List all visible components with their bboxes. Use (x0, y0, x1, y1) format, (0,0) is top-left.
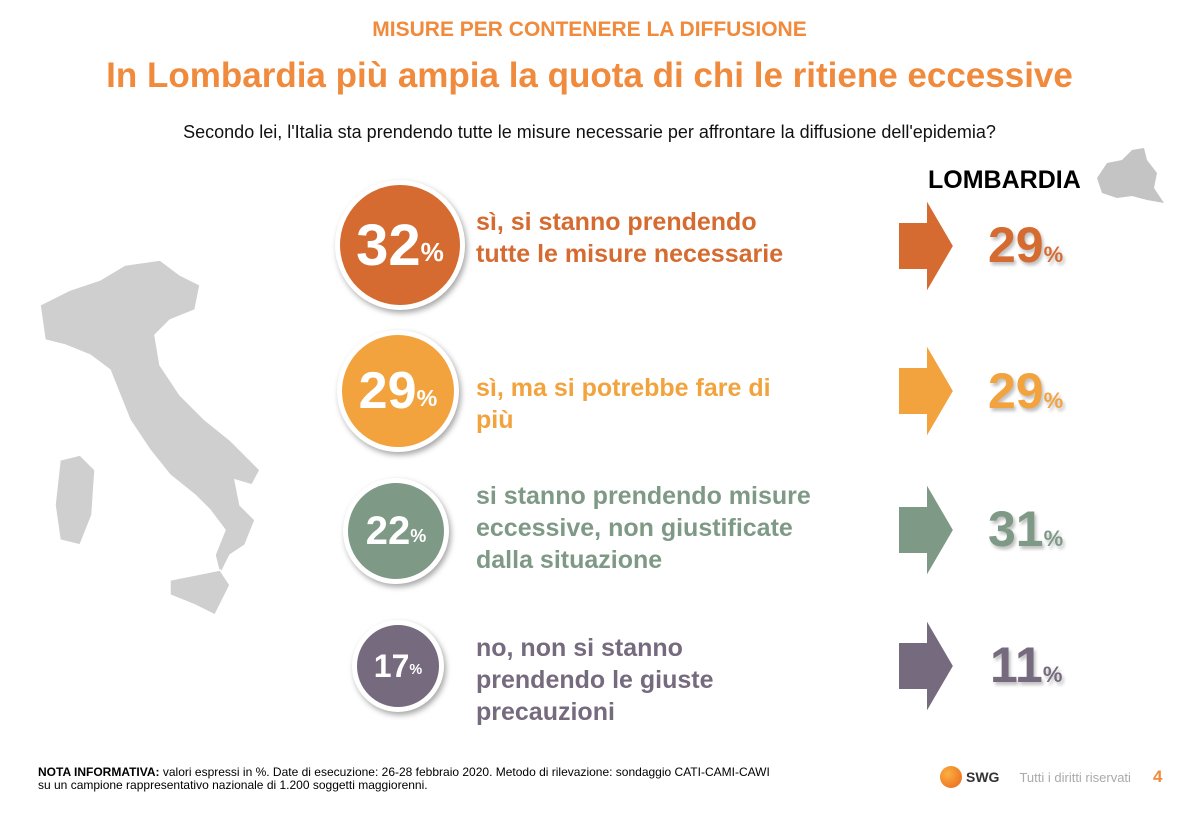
italia-value: 29 (358, 362, 417, 420)
text: eccessive, non giustificate (476, 514, 793, 542)
answer-label: si stanno prendendo misure eccessive, non… (476, 480, 811, 576)
lombardia-value: 29% (988, 362, 1063, 420)
page-number: 4 (1152, 767, 1163, 786)
text: più (476, 406, 514, 434)
text: 11 (990, 637, 1043, 693)
text: si stanno prendendo misure (476, 482, 811, 510)
text: % (1043, 242, 1064, 267)
lombardia-value: 11% (990, 636, 1062, 694)
lombardia-map (1097, 148, 1164, 203)
text: % (410, 525, 427, 546)
text: dalla situazione (476, 546, 663, 574)
answer-label: sì, ma si potrebbe fare di più (476, 372, 771, 436)
text: sì, si stanno prendendo (476, 208, 757, 236)
text: 29 (988, 363, 1044, 419)
pct-sign: % (420, 237, 444, 268)
text: su un campione rappresentativo nazionale… (38, 778, 428, 792)
text: no, non si stanno (476, 634, 683, 662)
text: % (1043, 526, 1064, 551)
kicker: MISURE PER CONTENERE LA DIFFUSIONE (372, 18, 807, 41)
italia-value-circle: 32% (335, 180, 465, 310)
lombardia-title: LOMBARDIA (928, 166, 1081, 194)
rights: Tutti i diritti riservati (1019, 769, 1131, 785)
italia-value: 17 (373, 647, 410, 684)
answer-label: no, non si stanno prendendo le giuste prec… (476, 632, 714, 728)
lombardia-value: 31% (988, 500, 1063, 558)
footnote: NOTA INFORMATIVA: valori espressi in %. … (38, 766, 770, 792)
text: precauzioni (476, 698, 615, 726)
text: % (409, 662, 423, 679)
text: tutte le misure necessarie (476, 240, 784, 268)
arrow-icon (898, 618, 956, 714)
text: % (1042, 662, 1063, 687)
text: valori espressi in %. Date di esecuzione… (159, 765, 770, 779)
page-title: In Lombardia più ampia la quota di chi l… (106, 56, 1073, 95)
text: 29 (988, 217, 1044, 273)
text: sì, ma si potrebbe fare di (476, 374, 771, 402)
italia-value-circle: 22% (343, 478, 449, 584)
italy-map (39, 259, 261, 617)
italia-value: 32 (356, 212, 421, 278)
text: NOTA INFORMATIVA: (38, 765, 160, 779)
survey-question: Secondo lei, l'Italia sta prendendo tutt… (183, 122, 996, 142)
footer-brand: SWG Tutti i diritti riservati 4 (940, 766, 1162, 788)
text: % (1043, 388, 1064, 413)
arrow-icon (898, 198, 956, 294)
text: prendendo le giuste (476, 666, 714, 694)
italia-value: 22 (365, 508, 411, 553)
arrow-icon (898, 343, 956, 439)
answer-label: sì, si stanno prendendo tutte le misure n… (476, 206, 783, 270)
brand: SWG (966, 769, 1000, 785)
lombardia-value: 29% (988, 216, 1063, 274)
italia-value-circle: 29% (337, 330, 459, 452)
italia-value-circle: 17% (352, 620, 444, 712)
text: 31 (988, 501, 1044, 557)
swg-logo-icon (940, 766, 962, 788)
text: % (416, 384, 438, 411)
arrow-icon (898, 482, 956, 578)
